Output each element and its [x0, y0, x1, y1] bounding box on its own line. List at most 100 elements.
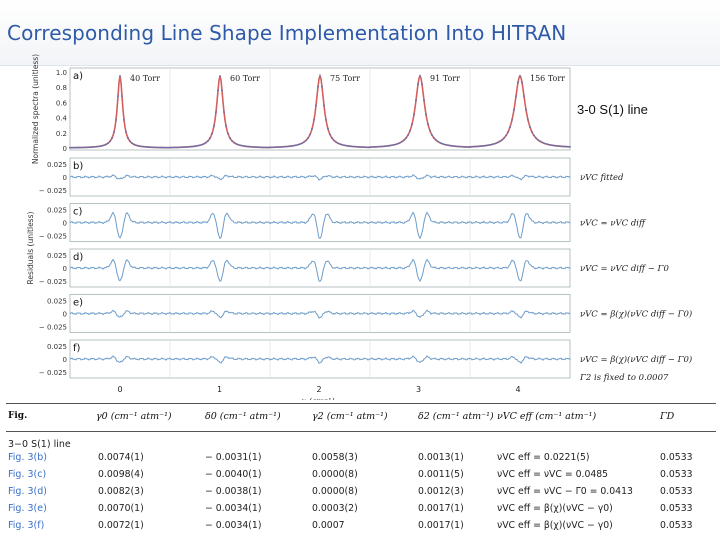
panel-a-ylabel: Normalized spectra (unitless): [31, 54, 40, 164]
spectrum-point: [363, 146, 365, 149]
residual-ytick: 0.025: [47, 161, 67, 169]
spectrum-point: [231, 139, 233, 142]
spectrum-point: [335, 141, 337, 143]
spectrum-point: [379, 145, 381, 148]
spectrum-point: [437, 140, 439, 143]
spectrum-point: [205, 141, 207, 144]
spectrum-point: [509, 126, 511, 128]
spectrum-point: [439, 141, 441, 144]
spectrum-point: [291, 145, 293, 147]
spectrum-point: [225, 124, 227, 127]
residual-ytick: − 0.025: [39, 278, 67, 286]
xtick: 4: [515, 385, 520, 394]
spectrum-point: [333, 139, 335, 142]
spectrum-point: [569, 145, 571, 148]
spectrum-point: [497, 141, 499, 144]
spectrum-point: [491, 143, 493, 146]
spectrum-point: [233, 141, 235, 144]
spectrum-point: [415, 99, 417, 102]
spectrum-point: [407, 134, 409, 137]
spectrum-point: [371, 146, 373, 148]
residual-ytick: 0: [63, 356, 67, 364]
header-gamma2: γ2 (cm⁻¹ atm⁻¹): [312, 411, 388, 422]
spectrum-point: [457, 145, 459, 148]
spectrum-point: [329, 133, 331, 136]
spectrum-point: [115, 119, 117, 121]
residual-ytick: − 0.025: [39, 187, 67, 195]
spectrum-point: [449, 144, 451, 147]
spectrum-point: [461, 145, 463, 148]
spectrum-point: [537, 139, 539, 141]
spectrum-point: [541, 141, 543, 144]
spectrum-point: [81, 146, 83, 149]
spectrum-point: [557, 145, 559, 147]
table-cell-gd: 0.0533: [660, 452, 693, 463]
spectrum-point: [237, 143, 239, 146]
spectrum-point: [211, 132, 213, 135]
table-cell-nu: νVC eff = νVC = 0.0485: [497, 469, 609, 480]
panel-a-ytick: 0.4: [56, 115, 68, 123]
spectrum-point: [255, 146, 257, 149]
residual-panel-letter: c): [73, 207, 82, 218]
spectrum-point: [547, 143, 549, 146]
spectrum-point: [213, 124, 215, 127]
residual-trace: [69, 174, 571, 181]
residual-model-label: νVC = νVC diff − Γ0: [580, 264, 669, 274]
spectrum-point: [349, 145, 351, 148]
spectrum-point: [259, 146, 261, 149]
spectrum-point: [385, 145, 387, 147]
spectrum-point: [183, 146, 185, 149]
spectrum-point: [75, 146, 77, 149]
figure-ref-link[interactable]: Fig. 3(c): [8, 469, 47, 480]
spectrum-point: [141, 145, 143, 148]
spectrum-point: [287, 145, 289, 148]
table-cell-nu: νVC eff = β(χ)(νVC − γ0): [497, 503, 613, 514]
spectrum-point: [267, 146, 269, 149]
spectrum-point: [495, 142, 497, 145]
residual-model-label: νVC = β(χ)(νVC diff − Γ0): [580, 309, 692, 320]
spectrum-point: [121, 95, 123, 98]
table-cell-gd: 0.0533: [660, 486, 693, 497]
spectrum-point: [523, 95, 525, 98]
spectrum-point: [535, 137, 537, 139]
spectrum-point: [277, 146, 279, 148]
figure-ref-link[interactable]: Fig. 3(f): [8, 520, 45, 531]
panel-a-letter: a): [73, 71, 83, 82]
residual-panel-letter: d): [73, 252, 83, 263]
spectrum-point: [171, 146, 173, 149]
header-nuvc-eff: νVC eff (cm⁻¹ atm⁻¹): [497, 411, 597, 422]
spectrum-point: [133, 143, 135, 146]
spectrum-point: [145, 146, 147, 148]
spectrum-point: [107, 142, 109, 145]
table-cell-d0: − 0.0031(1): [205, 452, 262, 463]
spectrum-point: [131, 142, 133, 145]
spectrum-point: [463, 145, 465, 148]
spectrum-point: [303, 141, 305, 143]
figure-ref-link[interactable]: Fig. 3(e): [8, 503, 47, 514]
spectrum-point: [525, 108, 527, 111]
spectrum-point: [89, 146, 91, 149]
spectrum-point: [113, 131, 115, 133]
spectrum-point: [361, 146, 363, 148]
table-cell-d0: − 0.0034(1): [205, 520, 262, 531]
spectrum-point: [253, 146, 255, 148]
spectrum-point: [295, 144, 297, 147]
figure-ref-link[interactable]: Fig. 3(d): [8, 486, 47, 497]
spectrum-point: [343, 144, 345, 147]
spectrum-point: [165, 146, 167, 149]
figure-ref-link[interactable]: Fig. 3(b): [8, 452, 47, 463]
spectrum-point: [181, 146, 183, 149]
spectrum-point: [149, 146, 151, 149]
spectrum-point: [105, 143, 107, 146]
spectrum-point: [501, 139, 503, 141]
spectrum-point: [517, 81, 519, 84]
spectrum-point: [251, 145, 253, 148]
spectrum-point: [317, 85, 319, 88]
spectrum-point: [169, 146, 171, 149]
spectrum-point: [275, 146, 277, 149]
spectrum-point: [185, 146, 187, 148]
residual-ytick: 0.025: [47, 207, 67, 215]
spectrum-point: [111, 137, 113, 139]
spectrum-point: [399, 141, 401, 144]
table-cell-g2: 0.0007: [312, 520, 345, 531]
